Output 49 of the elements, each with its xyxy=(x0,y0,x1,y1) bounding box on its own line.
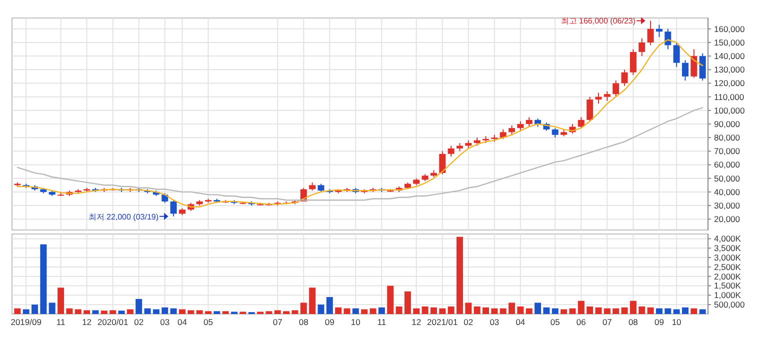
y-tick-label: 40,000 xyxy=(714,186,740,197)
x-tick-label: 09 xyxy=(324,317,335,327)
x-tick-label: 11 xyxy=(56,317,66,327)
y-tick-label: 2,000K xyxy=(714,271,742,282)
x-tick-label: 05 xyxy=(203,317,214,327)
y-tick-label: 130,000 xyxy=(714,64,745,75)
y-tick-label: 120,000 xyxy=(714,78,745,88)
x-tick-label: 10 xyxy=(350,317,361,327)
y-tick-label: 60,000 xyxy=(714,160,740,170)
x-tick-label: 02 xyxy=(464,317,474,327)
y-tick-label: 1,500K xyxy=(714,280,742,291)
x-tick-label: 06 xyxy=(576,317,586,327)
x-tick-label: 12 xyxy=(412,317,422,327)
x-tick-label: 10 xyxy=(672,317,682,327)
x-tick-label: 05 xyxy=(550,317,560,327)
y-tick-label: 70,000 xyxy=(714,146,740,156)
y-tick-label: 110,000 xyxy=(714,92,744,102)
x-tick-label: 03 xyxy=(490,317,500,327)
x-tick-label: 2020/01 xyxy=(97,317,128,327)
x-tick-label: 04 xyxy=(177,317,188,327)
x-tick-label: 09 xyxy=(654,317,664,327)
y-tick-label: 80,000 xyxy=(714,132,740,143)
y-tick-label: 50,000 xyxy=(714,173,740,184)
y-tick-label: 3,000K xyxy=(714,252,742,263)
x-tick-label: 04 xyxy=(516,317,526,327)
y-tick-label: 1,000K xyxy=(714,290,742,300)
x-tick-label: 08 xyxy=(628,317,638,327)
y-tick-label: 500,000 xyxy=(714,300,745,310)
x-tick-label: 07 xyxy=(602,317,612,327)
x-tick-label: 11 xyxy=(377,317,386,327)
x-tick-label: 03 xyxy=(160,317,170,327)
y-tick-label: 2,500K xyxy=(714,262,742,272)
y-tick-label: 4,000K xyxy=(714,234,742,244)
x-tick-label: 08 xyxy=(298,317,309,327)
y-tick-label: 90,000 xyxy=(714,118,740,129)
x-tick-label: 2019/09 xyxy=(10,317,42,327)
annotation: 최저 22,000 (03/19) xyxy=(88,212,159,222)
y-tick-label: 160,000 xyxy=(714,24,745,34)
x-tick-label: 07 xyxy=(272,317,283,327)
annotation: 최고 166,000 (06/23) xyxy=(560,16,636,26)
y-tick-label: 140,000 xyxy=(714,51,745,62)
y-tick-label: 30,000 xyxy=(714,200,740,211)
y-tick-label: 150,000 xyxy=(714,37,745,48)
x-tick-label: 02 xyxy=(134,317,144,327)
y-tick-label: 3,500K xyxy=(714,243,742,254)
y-tick-label: 100,000 xyxy=(714,105,745,116)
y-tick-label: 20,000 xyxy=(714,214,740,224)
x-tick-label: 2021/01 xyxy=(427,317,458,327)
x-tick-label: 12 xyxy=(82,317,92,327)
